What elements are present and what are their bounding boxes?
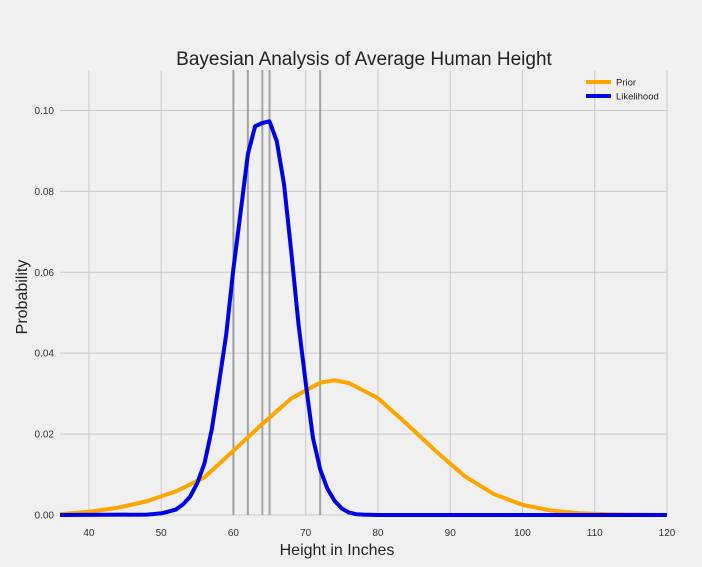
tick-labels: 40 50 60 70 80 90 100 110 120 0.00 0.02 0.04 0.06 0.0… bbox=[35, 106, 676, 539]
x-tick-label: 90 bbox=[445, 528, 457, 539]
x-tick-label: 110 bbox=[587, 528, 603, 539]
grid bbox=[60, 70, 668, 516]
legend: Prior Likelihood bbox=[586, 78, 659, 103]
series-line-likelihood bbox=[59, 119, 667, 517]
legend-label-likelihood: Likelihood bbox=[616, 92, 659, 103]
y-tick-label: 0.10 bbox=[35, 106, 55, 117]
chart-title: Bayesian Analysis of Average Human Heigh… bbox=[176, 49, 552, 70]
x-tick-label: 50 bbox=[156, 528, 168, 539]
y-tick-label: 0.06 bbox=[35, 268, 55, 279]
x-axis-label: Height in Inches bbox=[280, 542, 395, 559]
y-tick-label: 0.00 bbox=[35, 511, 55, 522]
series bbox=[59, 119, 668, 517]
x-tick-label: 70 bbox=[300, 528, 312, 539]
x-tick-label: 120 bbox=[659, 528, 676, 539]
y-tick-label: 0.02 bbox=[35, 430, 55, 441]
x-tick-label: 40 bbox=[83, 528, 95, 539]
y-axis-label: Probability bbox=[14, 260, 31, 335]
observation-lines bbox=[232, 70, 322, 515]
y-tick-label: 0.04 bbox=[35, 349, 55, 360]
x-tick-label: 60 bbox=[228, 528, 240, 539]
x-tick-label: 80 bbox=[372, 528, 384, 539]
y-tick-label: 0.08 bbox=[35, 187, 55, 198]
x-tick-label: 100 bbox=[514, 528, 531, 539]
series-line-prior bbox=[59, 378, 668, 517]
legend-label-prior: Prior bbox=[616, 78, 636, 89]
